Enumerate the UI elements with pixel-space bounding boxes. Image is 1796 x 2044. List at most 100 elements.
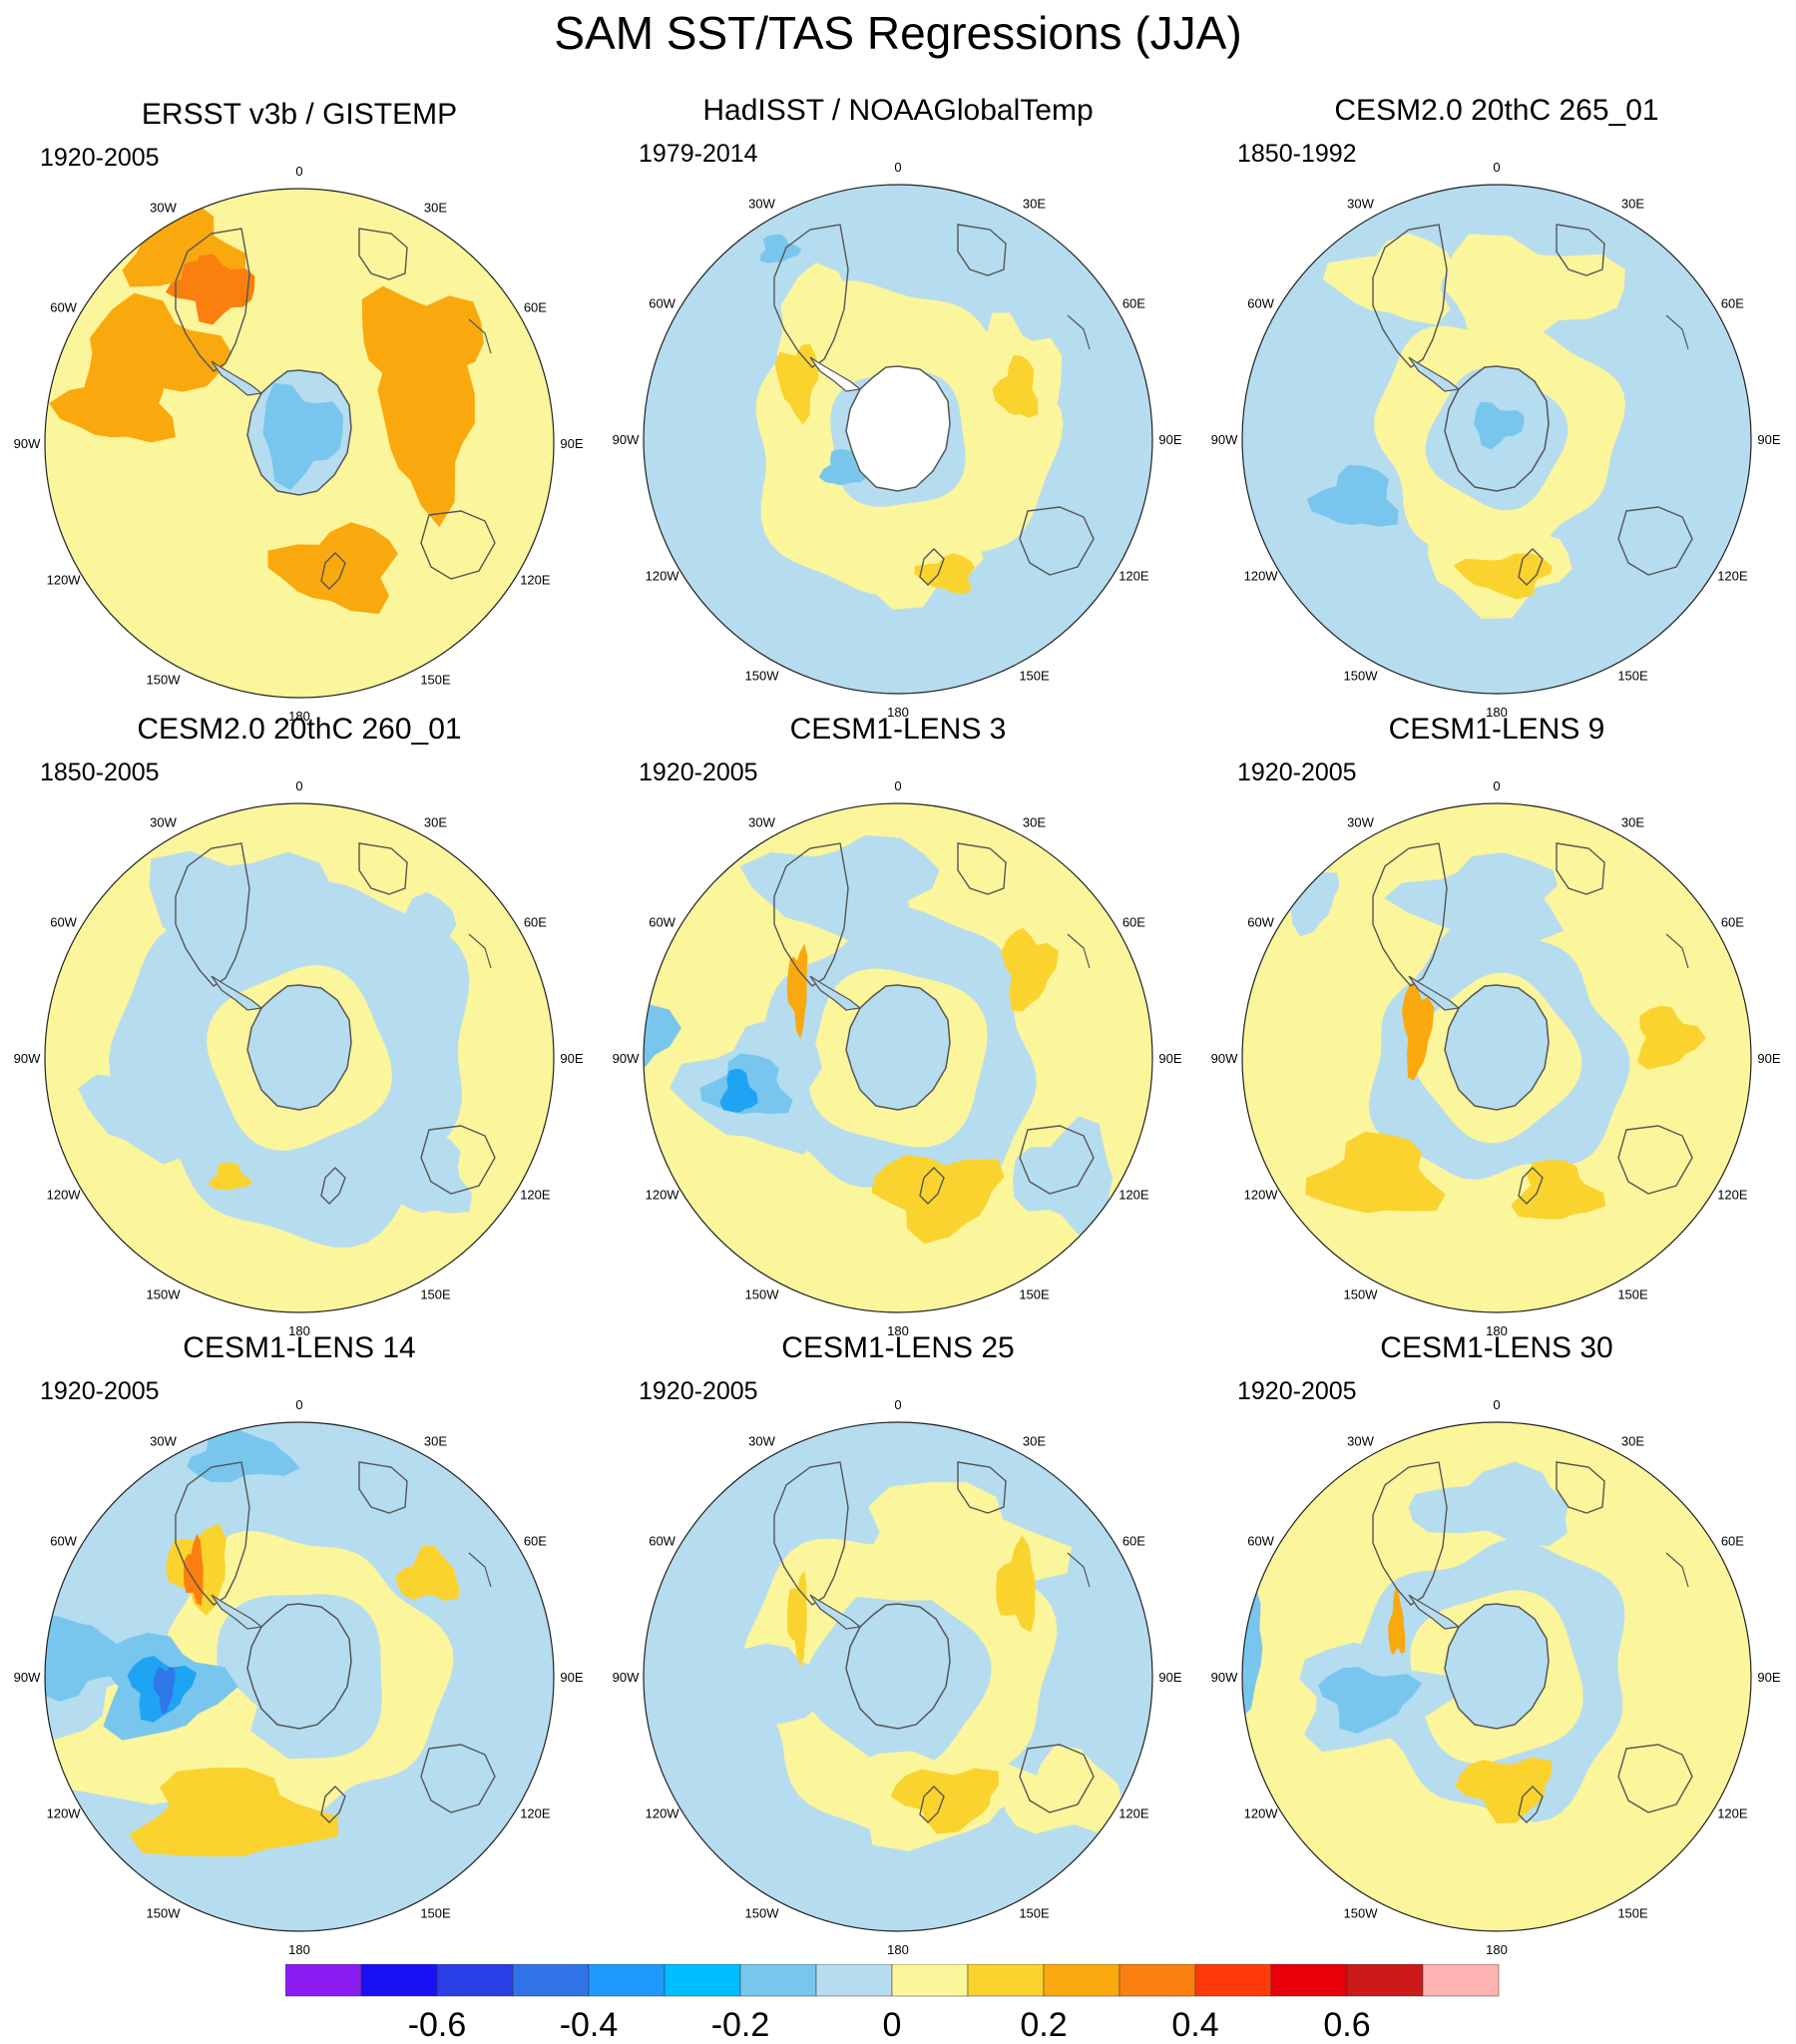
longitude-label: 90W	[14, 436, 41, 451]
map-frame	[643, 1421, 1153, 1932]
anomaly-region	[1001, 1746, 1129, 1834]
panel-title: CESM1-LENS 14	[183, 1331, 416, 1364]
longitude-label: 30E	[1621, 815, 1644, 830]
longitude-label: 120E	[1717, 1806, 1748, 1821]
longitude-label: 150W	[147, 1905, 182, 1920]
coastline	[320, 1786, 346, 1823]
anomaly-region	[1474, 401, 1525, 450]
polar-map: 0 30E 60E 90E 120E 150E 180 150W 120W 90W 60W 30W	[613, 1397, 1182, 1956]
longitude-label: 120E	[1717, 1188, 1748, 1203]
map-panel: CESM2.0 20thC 260_01 1850-2005 0 30E 60E 90…	[0, 713, 599, 1337]
coastline	[320, 552, 346, 590]
longitude-label: 150W	[1344, 668, 1379, 683]
coastline	[1372, 842, 1448, 987]
coastline	[1067, 314, 1091, 350]
polar-map: 0 30E 60E 90E 120E 150E 180 150W 120W 90W 60W 30W	[1211, 1397, 1781, 1956]
longitude-label: 90W	[1211, 432, 1238, 447]
longitude-label: 60W	[1247, 296, 1274, 311]
longitude-label: 120W	[47, 1806, 82, 1821]
longitude-label: 150E	[420, 672, 451, 687]
colorbar-swatch	[664, 1964, 741, 1997]
anomaly-region	[786, 1571, 807, 1668]
panel-years: 1920-2005	[40, 1377, 160, 1405]
longitude-label: 30E	[1023, 197, 1046, 212]
longitude-label: 60W	[649, 1534, 675, 1549]
longitude-label: 180	[288, 709, 310, 723]
anomaly-region	[1305, 1132, 1446, 1214]
antarctica	[845, 365, 951, 492]
longitude-label: 30E	[424, 815, 447, 830]
map-frame	[44, 1421, 555, 1932]
antarctic-peninsula	[809, 356, 862, 392]
anomaly-region	[377, 341, 475, 528]
longitude-label: 150E	[1617, 668, 1648, 683]
longitude-label: 30E	[1023, 1434, 1046, 1449]
coastline	[1067, 933, 1091, 969]
colorbar-swatch	[1346, 1964, 1424, 1997]
longitude-label: 150E	[420, 1905, 451, 1920]
anomaly-region	[1402, 980, 1435, 1081]
longitude-label: 90E	[1158, 1051, 1181, 1066]
longitude-label: 150W	[745, 1905, 780, 1920]
longitude-label: 60E	[524, 1534, 547, 1549]
longitude-label: 60E	[524, 915, 547, 930]
antarctic-peninsula	[809, 975, 862, 1011]
polar-map: 0 30E 60E 90E 120E 150E 180 150W 120W 90W 60W 30W	[1211, 778, 1781, 1337]
longitude-label: 90E	[1158, 1670, 1181, 1685]
longitude-label: 30E	[1023, 815, 1046, 830]
colorbar: -0.6 -0.4 -0.2 0 0.2 0.4 0.6	[285, 1964, 1500, 2040]
panel-years: 1920-2005	[40, 144, 160, 172]
longitude-label: 120W	[47, 1188, 82, 1203]
coastline	[468, 1552, 492, 1588]
anomaly-region	[1637, 1005, 1706, 1070]
antarctic-peninsula	[1408, 975, 1461, 1011]
longitude-label: 90W	[14, 1670, 41, 1685]
map-panel: CESM1-LENS 14 1920-2005 0 30E 60E 90E 120E 15…	[0, 1331, 599, 1956]
longitude-label: 30W	[1347, 1434, 1374, 1449]
longitude-label: 60W	[1247, 1534, 1274, 1549]
map-panel: ERSST v3b / GISTEMP 1920-2005 0 30E 60E 90E…	[0, 98, 599, 723]
coastline	[420, 1744, 496, 1813]
panel-years: 1920-2005	[639, 759, 758, 786]
coastline	[1617, 506, 1693, 576]
panel-title: CESM1-LENS 30	[1380, 1331, 1613, 1364]
longitude-label: 0	[1493, 160, 1500, 175]
longitude-label: 60E	[1122, 915, 1145, 930]
anomaly-region	[1453, 553, 1553, 600]
longitude-label: 60W	[50, 300, 77, 315]
anomaly-region	[153, 1666, 176, 1715]
map-panel: CESM1-LENS 25 1920-2005 0 30E 60E 90E 120E 15…	[599, 1331, 1197, 1956]
longitude-label: 150E	[1019, 1905, 1050, 1920]
longitude-label: 150W	[1344, 1286, 1379, 1301]
longitude-label: 120W	[1244, 1806, 1279, 1821]
coastline	[919, 1786, 945, 1823]
panel-title: CESM1-LENS 9	[1388, 713, 1605, 746]
longitude-label: 0	[1493, 778, 1500, 793]
longitude-label: 90E	[560, 1051, 583, 1066]
longitude-label: 90E	[560, 436, 583, 451]
anomaly-region	[1384, 852, 1565, 942]
longitude-label: 180	[887, 1323, 909, 1337]
longitude-label: 0	[1493, 1397, 1500, 1412]
longitude-label: 60E	[524, 300, 547, 315]
longitude-label: 0	[295, 1397, 302, 1412]
longitude-label: 60W	[50, 915, 77, 930]
coastline	[1518, 548, 1544, 586]
coastline	[1518, 1167, 1544, 1205]
circumpolar-band	[1349, 1539, 1625, 1822]
longitude-label: 120E	[1119, 569, 1149, 584]
antarctic-peninsula	[211, 360, 263, 396]
anomaly-region	[1444, 234, 1625, 353]
panel-years: 1920-2005	[1237, 1377, 1357, 1405]
coastline	[358, 1461, 408, 1514]
longitude-label: 60E	[1721, 1534, 1744, 1549]
longitude-label: 90E	[1757, 1051, 1780, 1066]
longitude-label: 30W	[150, 815, 177, 830]
colorbar-tick-label: -0.4	[560, 2006, 619, 2040]
coastline	[1556, 224, 1605, 276]
panel-years: 1920-2005	[1237, 759, 1357, 786]
anomaly-region	[1306, 464, 1399, 527]
longitude-label: 60W	[649, 296, 675, 311]
colorbar-swatch	[1270, 1964, 1348, 1997]
map-frame	[643, 184, 1153, 695]
